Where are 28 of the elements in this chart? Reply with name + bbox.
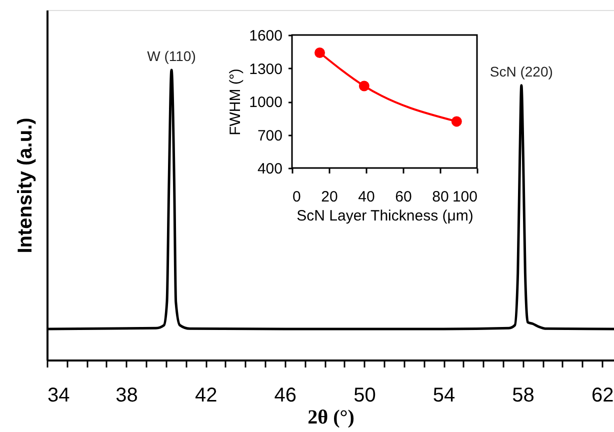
- x-tick-label: 60: [395, 188, 412, 206]
- x-tick-label: 0: [292, 188, 301, 206]
- y-tick-label: 700: [257, 127, 282, 144]
- x-tick-label: 50: [354, 384, 376, 406]
- x-tick-label: 40: [358, 188, 375, 206]
- annotation: ScN (220): [490, 63, 553, 80]
- annotation: W (110): [147, 48, 196, 64]
- x-tick-label: 80: [432, 188, 449, 206]
- y-tick-label: 1600: [249, 28, 282, 44]
- x-tick-label: 20: [321, 188, 338, 206]
- x-tick-label: 54: [432, 384, 456, 406]
- y-tick-label: 1300: [249, 60, 282, 78]
- y-tick-label: 400: [257, 160, 282, 178]
- x-axis-title: 2θ (°): [308, 406, 354, 428]
- x-tick-label: 34: [48, 384, 70, 406]
- x-tick-label: 58: [512, 384, 534, 406]
- point: [314, 48, 325, 58]
- x-tick-label: 62: [591, 384, 614, 406]
- x-tick-label: 42: [194, 384, 218, 406]
- y-tick-label: 1000: [249, 94, 282, 111]
- x-axis-title: ScN Layer Thickness (μm): [296, 208, 474, 224]
- x-tick-label: 46: [274, 384, 297, 406]
- y-axis-title: Intensity (a.u.): [14, 118, 36, 254]
- x-tick-label: 38: [116, 384, 138, 406]
- point: [358, 80, 370, 92]
- point: [451, 116, 462, 127]
- y-axis-title: FWHM (°): [227, 68, 244, 136]
- x-tick-label: 100: [452, 188, 478, 206]
